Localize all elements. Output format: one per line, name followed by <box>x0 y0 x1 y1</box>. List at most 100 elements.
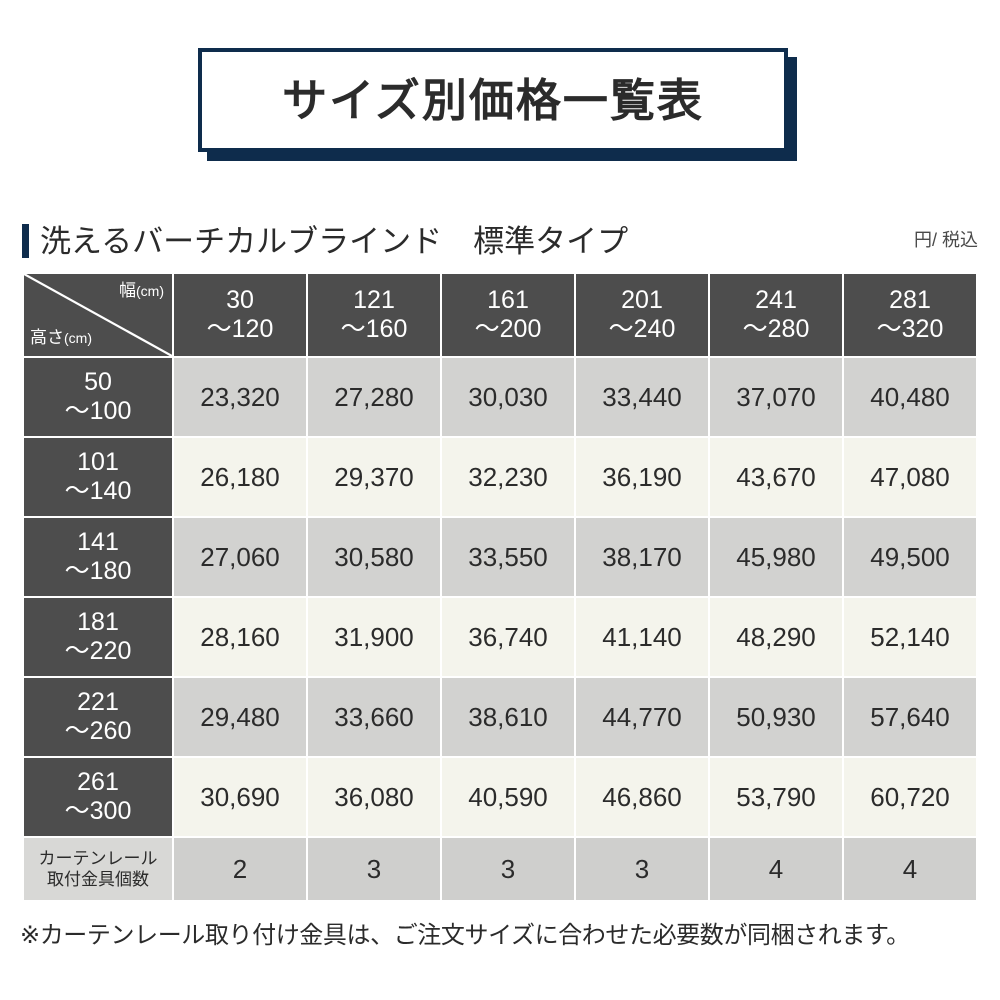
table-row: 221 〜260 29,480 33,660 38,610 44,770 50,… <box>24 678 976 756</box>
price-cell: 30,580 <box>308 518 440 596</box>
column-header-hi: 〜160 <box>340 315 408 343</box>
price-cell: 28,160 <box>174 598 306 676</box>
column-header-lo: 161 <box>487 285 529 314</box>
row-header-4: 221 〜260 <box>24 678 172 756</box>
price-cell: 47,080 <box>844 438 976 516</box>
price-cell: 33,550 <box>442 518 574 596</box>
bracket-count-label: カーテンレール 取付金具個数 <box>24 838 172 900</box>
price-cell: 45,980 <box>710 518 842 596</box>
row-header-2: 141 〜180 <box>24 518 172 596</box>
price-cell: 50,930 <box>710 678 842 756</box>
bracket-count-cell: 3 <box>442 838 574 900</box>
price-cell: 36,740 <box>442 598 574 676</box>
table-header-row: 幅(cm) 高さ(cm) 30 〜120 121 〜160 161 〜200 2… <box>24 274 976 356</box>
table-row: 181 〜220 28,160 31,900 36,740 41,140 48,… <box>24 598 976 676</box>
column-header-hi: 〜200 <box>474 315 542 343</box>
price-cell: 30,690 <box>174 758 306 836</box>
row-header-hi: 〜220 <box>64 637 132 665</box>
price-cell: 44,770 <box>576 678 708 756</box>
row-header-3: 181 〜220 <box>24 598 172 676</box>
width-axis-label: 幅(cm) <box>119 281 164 300</box>
price-cell: 27,280 <box>308 358 440 436</box>
price-cell: 46,860 <box>576 758 708 836</box>
row-header-5: 261 〜300 <box>24 758 172 836</box>
column-header-lo: 241 <box>755 285 797 314</box>
price-cell: 38,610 <box>442 678 574 756</box>
price-cell: 37,070 <box>710 358 842 436</box>
row-header-lo: 181 <box>77 607 119 636</box>
table-row: 50 〜100 23,320 27,280 30,030 33,440 37,0… <box>24 358 976 436</box>
column-header-1: 121 〜160 <box>308 274 440 356</box>
price-cell: 27,060 <box>174 518 306 596</box>
product-subtitle-row: 洗えるバーチカルブラインド 標準タイプ 円/ 税込 <box>22 218 978 264</box>
price-cell: 38,170 <box>576 518 708 596</box>
accent-bar-icon <box>22 224 29 258</box>
row-header-hi: 〜180 <box>64 557 132 585</box>
price-cell: 33,660 <box>308 678 440 756</box>
row-header-lo: 141 <box>77 527 119 556</box>
column-header-4: 241 〜280 <box>710 274 842 356</box>
column-header-0: 30 〜120 <box>174 274 306 356</box>
bracket-count-cell: 4 <box>710 838 842 900</box>
bracket-count-cell: 3 <box>308 838 440 900</box>
bracket-count-cell: 2 <box>174 838 306 900</box>
row-header-0: 50 〜100 <box>24 358 172 436</box>
corner-axis-cell: 幅(cm) 高さ(cm) <box>24 274 172 356</box>
table-body: 50 〜100 23,320 27,280 30,030 33,440 37,0… <box>24 358 976 900</box>
price-cell: 30,030 <box>442 358 574 436</box>
title-banner: サイズ別価格一覧表 <box>198 48 797 161</box>
price-cell: 49,500 <box>844 518 976 596</box>
column-header-hi: 〜320 <box>876 315 944 343</box>
price-cell: 57,640 <box>844 678 976 756</box>
table-row: 141 〜180 27,060 30,580 33,550 38,170 45,… <box>24 518 976 596</box>
size-price-table: 幅(cm) 高さ(cm) 30 〜120 121 〜160 161 〜200 2… <box>22 272 978 902</box>
row-header-lo: 221 <box>77 687 119 716</box>
price-cell: 36,080 <box>308 758 440 836</box>
footnote: ※カーテンレール取り付け金具は、ご注文サイズに合わせた必要数が同梱されます。 <box>20 922 910 949</box>
price-cell: 48,290 <box>710 598 842 676</box>
column-header-hi: 〜120 <box>206 315 274 343</box>
bracket-label-line1: カーテンレール <box>38 848 158 868</box>
price-cell: 29,370 <box>308 438 440 516</box>
title-banner-box: サイズ別価格一覧表 <box>198 48 788 152</box>
row-header-lo: 101 <box>77 447 119 476</box>
diagonal-divider-icon <box>24 274 172 356</box>
price-cell: 41,140 <box>576 598 708 676</box>
column-header-lo: 281 <box>889 285 931 314</box>
price-cell: 40,590 <box>442 758 574 836</box>
price-cell: 53,790 <box>710 758 842 836</box>
price-cell: 52,140 <box>844 598 976 676</box>
row-header-1: 101 〜140 <box>24 438 172 516</box>
table-header: 幅(cm) 高さ(cm) 30 〜120 121 〜160 161 〜200 2… <box>24 274 976 356</box>
column-header-5: 281 〜320 <box>844 274 976 356</box>
column-header-lo: 30 <box>226 285 254 314</box>
price-cell: 36,190 <box>576 438 708 516</box>
column-header-lo: 121 <box>353 285 395 314</box>
bracket-count-cell: 3 <box>576 838 708 900</box>
table-row: 101 〜140 26,180 29,370 32,230 36,190 43,… <box>24 438 976 516</box>
column-header-lo: 201 <box>621 285 663 314</box>
price-cell: 32,230 <box>442 438 574 516</box>
height-axis-label: 高さ(cm) <box>30 328 92 347</box>
row-header-hi: 〜100 <box>64 397 132 425</box>
column-header-3: 201 〜240 <box>576 274 708 356</box>
column-header-hi: 〜240 <box>608 315 676 343</box>
bracket-count-row: カーテンレール 取付金具個数 2 3 3 3 4 4 <box>24 838 976 900</box>
bracket-count-cell: 4 <box>844 838 976 900</box>
page-title: サイズ別価格一覧表 <box>282 74 704 126</box>
price-cell: 43,670 <box>710 438 842 516</box>
price-cell: 31,900 <box>308 598 440 676</box>
tax-note: 円/ 税込 <box>913 230 978 250</box>
price-cell: 23,320 <box>174 358 306 436</box>
price-cell: 26,180 <box>174 438 306 516</box>
column-header-hi: 〜280 <box>742 315 810 343</box>
product-name: 洗えるバーチカルブラインド 標準タイプ <box>40 223 629 259</box>
row-header-lo: 50 <box>84 367 112 396</box>
row-header-lo: 261 <box>77 767 119 796</box>
price-cell: 40,480 <box>844 358 976 436</box>
price-cell: 33,440 <box>576 358 708 436</box>
row-header-hi: 〜140 <box>64 477 132 505</box>
column-header-2: 161 〜200 <box>442 274 574 356</box>
table-row: 261 〜300 30,690 36,080 40,590 46,860 53,… <box>24 758 976 836</box>
bracket-label-line2: 取付金具個数 <box>47 870 149 889</box>
